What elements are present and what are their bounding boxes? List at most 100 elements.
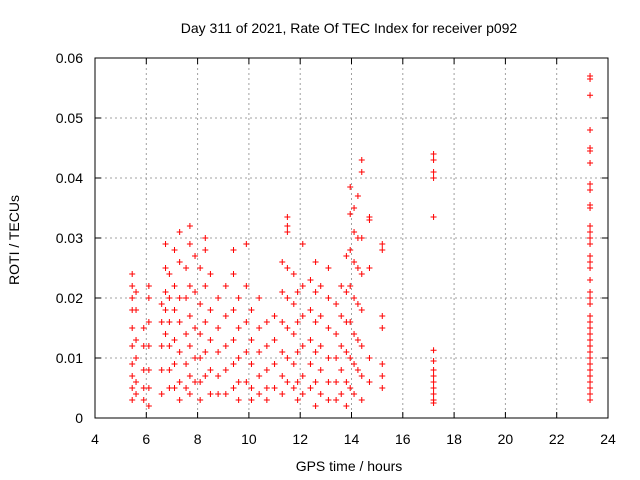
data-point	[358, 157, 365, 163]
data-point	[587, 229, 594, 235]
data-point	[140, 343, 147, 349]
data-point	[587, 391, 594, 397]
data-point	[587, 295, 594, 301]
data-point	[284, 355, 291, 361]
data-point	[284, 295, 291, 301]
data-point	[430, 175, 437, 181]
data-point	[158, 391, 165, 397]
data-point	[186, 343, 193, 349]
data-point	[183, 331, 190, 337]
data-point	[307, 385, 314, 391]
data-point	[133, 355, 140, 361]
data-point	[587, 331, 594, 337]
data-point	[587, 361, 594, 367]
data-point	[129, 271, 136, 277]
data-point	[290, 331, 297, 337]
data-point	[317, 391, 324, 397]
data-point	[299, 283, 306, 289]
data-point	[176, 295, 183, 301]
data-point	[347, 211, 354, 217]
y-tick-label: 0.04	[56, 170, 83, 186]
data-point	[129, 283, 136, 289]
x-tick-label: 12	[292, 431, 308, 447]
data-point	[243, 319, 250, 325]
data-point	[129, 373, 136, 379]
data-point	[430, 169, 437, 175]
data-point	[230, 307, 237, 313]
data-point	[587, 385, 594, 391]
data-point	[358, 343, 365, 349]
data-point	[176, 379, 183, 385]
data-point	[129, 343, 136, 349]
data-point	[171, 247, 178, 253]
data-point	[263, 367, 270, 373]
data-point	[243, 241, 250, 247]
data-point	[351, 259, 358, 265]
data-point	[587, 343, 594, 349]
data-point	[133, 289, 140, 295]
x-tick-label: 22	[549, 431, 565, 447]
data-point	[129, 361, 136, 367]
data-point	[186, 373, 193, 379]
data-point	[338, 283, 345, 289]
data-point	[183, 265, 190, 271]
data-point	[162, 241, 169, 247]
data-point	[166, 319, 173, 325]
data-point	[587, 319, 594, 325]
data-point	[222, 343, 229, 349]
data-point	[587, 148, 594, 154]
data-point	[248, 337, 255, 343]
data-point	[587, 253, 594, 259]
data-point	[235, 379, 242, 385]
x-tick-label: 14	[344, 431, 360, 447]
data-point	[587, 373, 594, 379]
data-point	[290, 301, 297, 307]
y-tick-label: 0.02	[56, 290, 83, 306]
x-tick-label: 4	[91, 431, 99, 447]
data-point	[197, 397, 204, 403]
data-point	[587, 92, 594, 99]
data-point	[166, 385, 173, 391]
data-point	[587, 337, 594, 343]
data-point	[263, 319, 270, 325]
data-point	[358, 397, 365, 403]
data-point	[430, 400, 437, 406]
data-point	[347, 319, 354, 325]
data-point	[129, 385, 136, 391]
data-point	[192, 289, 199, 295]
data-point	[171, 283, 178, 289]
data-point	[279, 319, 286, 325]
data-point	[366, 217, 373, 223]
data-point	[587, 313, 594, 319]
data-point	[133, 391, 140, 397]
data-point	[312, 349, 319, 355]
data-point	[202, 319, 209, 325]
data-point	[343, 379, 350, 385]
data-point	[166, 343, 173, 349]
data-point	[294, 319, 301, 325]
data-point	[294, 349, 301, 355]
data-point	[317, 343, 324, 349]
data-point	[192, 325, 199, 331]
data-point	[317, 313, 324, 319]
data-point	[307, 277, 314, 283]
data-point	[271, 337, 278, 343]
data-points	[129, 73, 594, 409]
data-point	[279, 289, 286, 295]
data-point	[430, 385, 437, 391]
data-point	[243, 379, 250, 385]
x-tick-label: 16	[395, 431, 411, 447]
data-point	[145, 385, 152, 391]
data-point	[587, 235, 594, 241]
data-point	[145, 283, 152, 289]
data-point	[347, 247, 354, 253]
data-point	[351, 205, 358, 211]
data-point	[129, 325, 136, 331]
data-point	[358, 235, 365, 241]
data-point	[192, 253, 199, 259]
data-point	[166, 271, 173, 277]
data-point	[263, 385, 270, 391]
data-point	[354, 265, 361, 271]
data-point	[271, 385, 278, 391]
